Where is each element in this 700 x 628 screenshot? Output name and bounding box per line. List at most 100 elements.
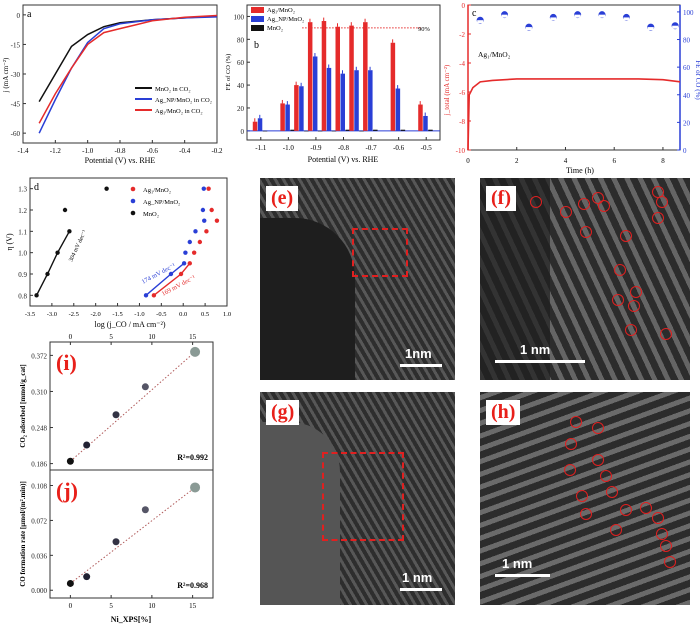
data-point [83, 573, 91, 581]
bar [345, 129, 350, 131]
data-point [190, 482, 201, 493]
x-tick-label: 10 [148, 333, 156, 341]
x-tick-label: -0.8 [338, 144, 350, 152]
current-line [467, 78, 681, 151]
x-tick-label: -1.1 [255, 144, 267, 152]
atom-marker-circle [578, 198, 590, 210]
data-point [67, 229, 72, 234]
x-tick-label: -0.7 [366, 144, 378, 152]
y-axis-label: CO formation rate [μmol/(m².min)] [19, 481, 27, 587]
fe-point-half [647, 27, 654, 31]
x-tick-label: -1.2 [50, 147, 62, 155]
bar [335, 26, 340, 131]
atom-marker-circle [652, 212, 664, 224]
fe-point-half [672, 25, 679, 29]
scale-label: 1 nm [520, 342, 551, 357]
panel-label: (g) [266, 400, 300, 425]
x-tick-label: -1.0 [283, 144, 295, 152]
y-tick-label: -60 [11, 130, 21, 138]
y-tick-label: 40 [237, 82, 245, 90]
x-tick-label: 4 [564, 157, 568, 165]
atom-marker-circle [580, 508, 592, 520]
bar [395, 88, 401, 131]
x-tick-label: 0 [466, 157, 470, 165]
fit-line [70, 487, 196, 584]
y-axis-label: CO₂ adsorbed [mmol/g_cat] [19, 364, 27, 447]
atom-marker-circle [660, 328, 672, 340]
atom-marker-circle [660, 540, 672, 552]
x-tick-label: 2 [515, 157, 519, 165]
x-tick-label: -1.4 [17, 147, 29, 155]
x-tick-label: -0.8 [114, 147, 126, 155]
y-tick-label: 40 [683, 92, 691, 100]
panel-c: 0 2 4 6 80-2-4-6-8-10 020406080100cAg₁/MnO₂Ti… [443, 2, 700, 175]
x-tick-label: 8 [661, 157, 665, 165]
scale-label: 1 nm [402, 570, 433, 585]
panel-a: -1.4 -1.2 -1.0 -0.8 -0.6 -0.4 -0.2 0 -15 -30 -45 -6… [2, 4, 223, 165]
bar [400, 129, 406, 131]
legend-label: Ag_NP/MnO₂ in CO₂ [155, 97, 212, 104]
y-tick-label: 0.108 [31, 483, 47, 491]
fe-point-half [623, 17, 630, 21]
data-point [202, 218, 207, 223]
y-axis-label: j (mA cm⁻²) [2, 57, 10, 93]
x-tick-label: -1.0 [82, 147, 94, 155]
y-tick-label: 100 [234, 13, 245, 21]
y-tick-label: -10 [456, 147, 466, 155]
data-point [190, 346, 201, 357]
r-squared-label: R²=0.968 [177, 581, 208, 590]
bar [280, 103, 285, 131]
data-point [104, 186, 109, 191]
data-point [112, 411, 120, 419]
panel-label: (e) [266, 186, 299, 211]
y-tick-label: 100 [683, 9, 694, 17]
series-line [38, 14, 218, 124]
axes-frame [22, 4, 218, 144]
y-tick-label: 0.248 [31, 425, 47, 433]
bar [252, 121, 258, 131]
x-tick-label: -0.6 [147, 147, 159, 155]
bar [257, 118, 263, 131]
bar [368, 70, 373, 131]
data-point [34, 293, 39, 298]
data-point [187, 261, 192, 266]
atom-marker-circle [656, 528, 668, 540]
x-axis-label: Potential (V) vs. RHE [308, 155, 379, 164]
atom-marker-circle [565, 438, 577, 450]
slope-label: 304 mV dec⁻¹ [68, 229, 88, 263]
x-axis-label: Potential (V) vs. RHE [85, 156, 156, 165]
legend-label: Ag₁/MnO₂ [143, 187, 171, 194]
atom-marker-circle [652, 512, 664, 524]
bar [321, 21, 327, 131]
legend-label: Ag₁/MnO₂ in CO₂ [155, 108, 203, 115]
data-point [151, 293, 157, 298]
x-tick-label: 5 [109, 602, 113, 610]
legend-marker [130, 210, 136, 216]
x-tick-label: -0.9 [310, 144, 322, 152]
x-tick-label: -0.2 [211, 147, 223, 155]
tem-image-h: (h) 1 nm [480, 392, 690, 605]
tem-image-g: (g) 1 nm [260, 392, 455, 605]
y-tick-label: 0.9 [18, 271, 27, 279]
x-tick-label: 1.0 [223, 311, 231, 318]
atom-marker-circle [628, 300, 640, 312]
bar [312, 56, 318, 131]
y-tick-label: 0.000 [31, 587, 47, 595]
panel-label: b [254, 40, 259, 51]
y-tick-label: -4 [459, 60, 465, 68]
x-tick-label: 6 [612, 157, 616, 165]
data-point [201, 186, 206, 191]
y-axis-label: j_total (mA cm⁻²) [443, 64, 451, 116]
atom-marker-circle [610, 524, 622, 536]
atom-marker-circle [600, 470, 612, 482]
scale-bar [400, 364, 442, 367]
atom-marker-circle [576, 490, 588, 502]
bar [285, 104, 290, 131]
atom-marker-circle [606, 486, 618, 498]
y-tick-label: -6 [459, 89, 465, 97]
data-point [187, 239, 192, 245]
data-point [66, 579, 74, 587]
atom-marker-circle [612, 294, 624, 306]
fe-point-half [599, 14, 606, 18]
